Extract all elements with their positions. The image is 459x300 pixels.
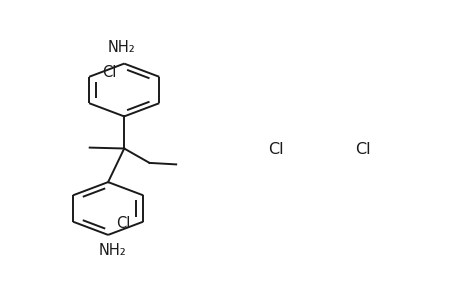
Text: Cl: Cl xyxy=(268,142,283,158)
Text: NH₂: NH₂ xyxy=(99,243,126,258)
Text: Cl: Cl xyxy=(116,216,130,231)
Text: NH₂: NH₂ xyxy=(108,40,135,55)
Text: Cl: Cl xyxy=(355,142,370,158)
Text: Cl: Cl xyxy=(102,65,116,80)
